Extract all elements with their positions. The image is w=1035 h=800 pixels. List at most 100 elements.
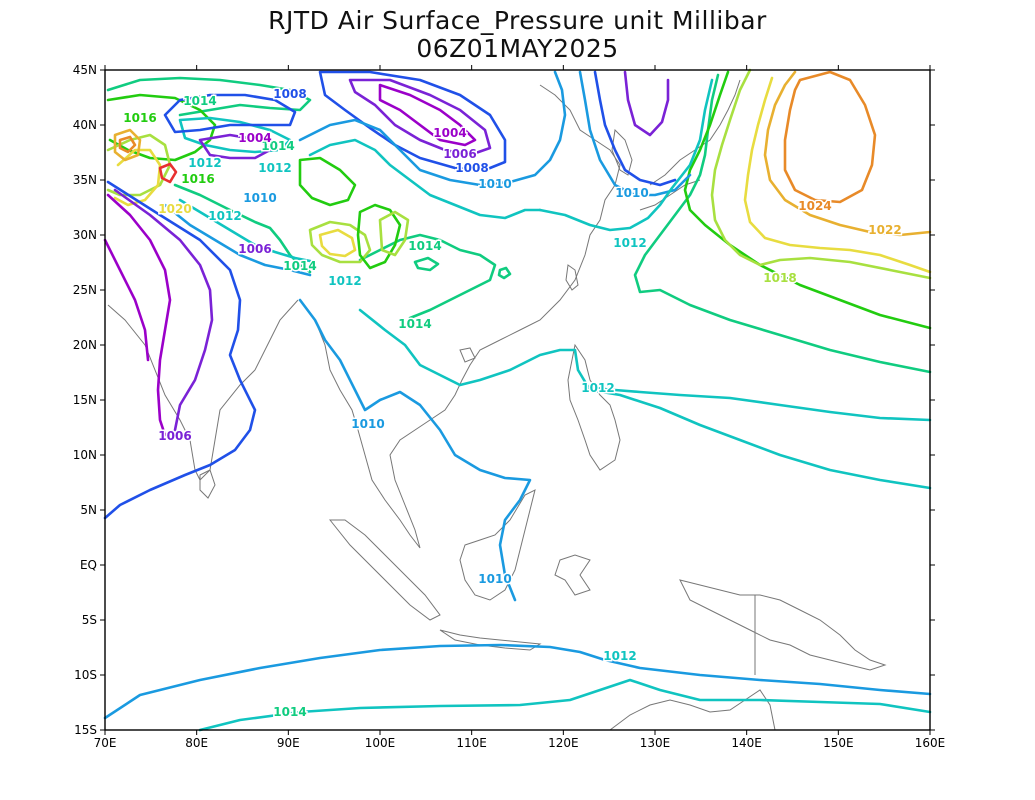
contour-label: 1016 xyxy=(181,172,214,186)
contour-1012-pacific xyxy=(593,386,932,422)
contour-label: 1014 xyxy=(283,259,316,273)
contour-1012-nw xyxy=(178,116,292,154)
contour-1022-pacific xyxy=(763,70,932,237)
contour-1006-mongolia xyxy=(348,78,492,157)
contour-label: 1016 xyxy=(123,111,156,125)
contour-1014-india-n xyxy=(173,183,312,274)
contour-1018-pacific xyxy=(710,68,932,280)
contour-1012-south xyxy=(198,678,932,732)
coast-japan-south xyxy=(639,179,701,211)
contour-label: 1008 xyxy=(273,87,306,101)
contour-1014-nw xyxy=(106,76,312,117)
contour-1012-china xyxy=(308,138,542,220)
contour-label: 1024 xyxy=(798,199,831,213)
contour-label: 1006 xyxy=(158,429,191,443)
coast-sulawesi xyxy=(554,554,591,596)
lat-label: 5N xyxy=(80,503,97,517)
contour-label: 1012 xyxy=(328,274,361,288)
contour-label: 1004 xyxy=(433,126,466,140)
lon-label: 150E xyxy=(823,736,854,750)
contour-label: 1004 xyxy=(238,131,271,145)
lat-label: 15S xyxy=(74,723,97,737)
coast-india xyxy=(107,299,299,481)
contour-label: 1010 xyxy=(478,177,511,191)
contour-label: 1012 xyxy=(208,209,241,223)
contour-max-nw xyxy=(158,162,178,184)
coast-taiwan xyxy=(565,264,579,291)
contour-label: 1006 xyxy=(238,242,271,256)
lat-label: 30N xyxy=(73,228,97,242)
contour-label: 1008 xyxy=(455,161,488,175)
lon-label: 80E xyxy=(185,736,208,750)
contour-label: 1014 xyxy=(398,317,431,331)
lat-axis-labels: 45N 40N 35N 30N 25N 20N 15N 10N 5N EQ 5S 10S 15S xyxy=(73,63,97,737)
contour-label: 1012 xyxy=(188,156,221,170)
contour-1004-india xyxy=(106,193,172,437)
lat-label: 20N xyxy=(73,338,97,352)
lat-label: 40N xyxy=(73,118,97,132)
contour-label: 1012 xyxy=(603,649,636,663)
contour-1006-nw xyxy=(198,133,272,160)
lon-label: 160E xyxy=(915,736,946,750)
lat-label: EQ xyxy=(80,558,97,572)
lon-label: 130E xyxy=(640,736,671,750)
contour-label: 1022 xyxy=(868,223,901,237)
contour-1016-pacific xyxy=(683,70,932,330)
lat-label: 10N xyxy=(73,448,97,462)
contour-label: 1010 xyxy=(351,417,384,431)
coast-china xyxy=(499,84,621,341)
coast-korea xyxy=(611,128,633,176)
contour-1024-high xyxy=(783,70,877,204)
contour-label: 1014 xyxy=(408,239,441,253)
pressure-contours xyxy=(103,68,932,732)
lon-axis-labels: 70E 80E 90E 100E 110E 120E 130E 140E 150E 160E xyxy=(94,736,946,750)
map-title: RJTD Air Surface_Pressure unit Millibar xyxy=(268,6,767,35)
lat-label: 5S xyxy=(82,613,97,627)
contour-1020-pacific xyxy=(743,76,932,274)
coast-new-guinea xyxy=(679,579,887,671)
lon-label: 110E xyxy=(456,736,487,750)
lat-label: 15N xyxy=(73,393,97,407)
contour-label: 1010 xyxy=(243,191,276,205)
contour-1020-tibet xyxy=(318,228,357,258)
coast-sri-lanka xyxy=(199,469,216,499)
contour-1014-small xyxy=(413,256,440,272)
contour-label: 1020 xyxy=(158,202,191,216)
contour-1008-ne xyxy=(593,70,677,187)
lon-label: 140E xyxy=(731,736,762,750)
contour-1010-china xyxy=(298,70,567,187)
contour-1014-dot xyxy=(497,266,512,280)
contour-1016-nw xyxy=(106,93,217,162)
lat-label: 10S xyxy=(74,668,97,682)
map-subtitle: 06Z01MAY2025 xyxy=(416,34,619,63)
contour-label: 1014 xyxy=(261,139,294,153)
coast-java xyxy=(439,629,542,651)
contour-1022-nw xyxy=(113,128,142,162)
lon-label: 70E xyxy=(94,736,117,750)
contour-1010-diagonal xyxy=(298,298,532,602)
contour-labels: 1014 1016 1008 1004 1006 1012 1016 1020 1014 1010… xyxy=(122,86,903,721)
contour-label: 1006 xyxy=(443,147,476,161)
contour-1014-pacific xyxy=(633,73,932,374)
lon-label: 100E xyxy=(365,736,396,750)
coast-japan xyxy=(649,79,741,186)
contour-1008-nw xyxy=(163,93,297,134)
contour-1012-india-n xyxy=(178,198,317,264)
contour-label: 1012 xyxy=(613,236,646,250)
contour-label: 1012 xyxy=(581,381,614,395)
contour-label: 1012 xyxy=(258,161,291,175)
lat-label: 45N xyxy=(73,63,97,77)
contour-1008-mongolia xyxy=(318,70,507,172)
contour-label: 1010 xyxy=(615,186,648,200)
contour-1018-tibet xyxy=(308,220,372,264)
map-frame xyxy=(104,69,931,731)
contour-1010-india-n xyxy=(163,203,312,277)
coast-australia xyxy=(609,689,776,731)
contour-1008-india xyxy=(103,180,257,520)
lat-label: 35N xyxy=(73,173,97,187)
coastlines xyxy=(107,79,887,731)
contour-label: 1018 xyxy=(763,271,796,285)
contour-1006-india xyxy=(113,188,214,432)
